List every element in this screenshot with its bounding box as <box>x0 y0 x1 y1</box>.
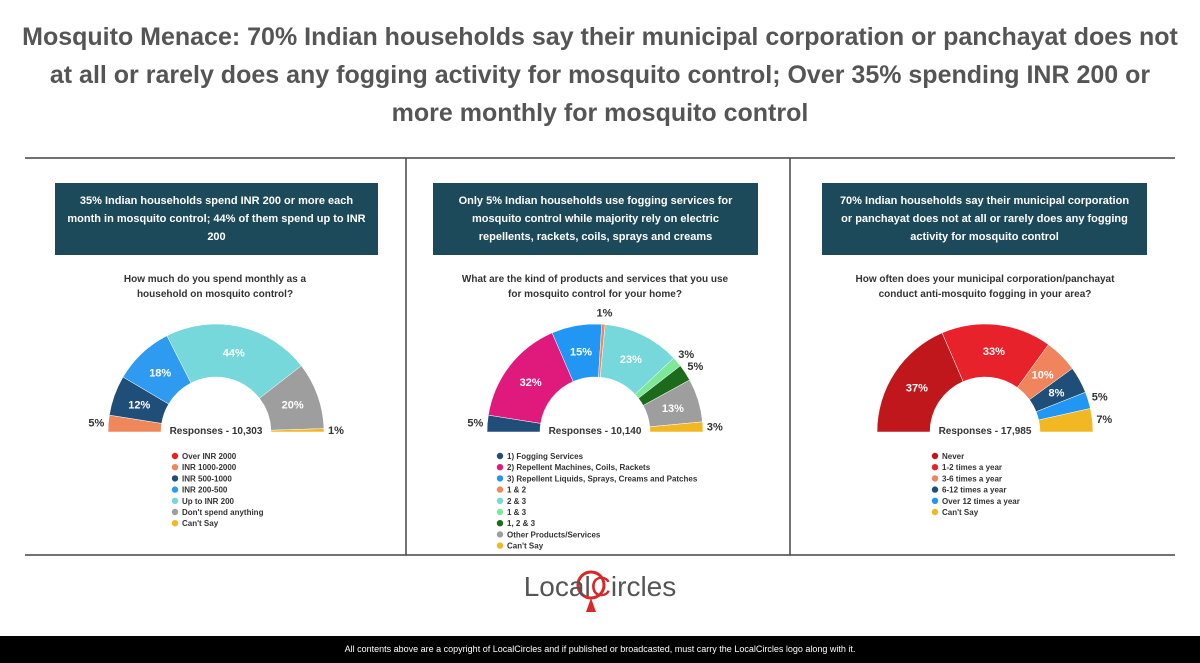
legend-swatch <box>171 497 179 504</box>
data-label: 15% <box>570 347 592 359</box>
legend-label: Other Products/Services <box>507 530 601 539</box>
legend-label: 1 & 3 <box>507 508 527 517</box>
data-label: 5% <box>687 361 703 373</box>
legend-swatch <box>496 520 504 527</box>
responses-label: Responses - 10,140 <box>549 426 642 437</box>
data-label: 7% <box>1096 414 1112 426</box>
responses-label: Responses - 10,303 <box>170 426 263 437</box>
data-label: 5% <box>1092 392 1108 404</box>
data-label: 10% <box>1032 369 1054 381</box>
responses-label: Responses - 17,985 <box>939 426 1032 437</box>
legend-swatch <box>931 452 939 460</box>
data-label: 44% <box>223 347 245 359</box>
data-label: 8% <box>1048 388 1064 400</box>
legend-swatch <box>496 486 504 493</box>
legend-swatch <box>171 475 179 482</box>
legend-swatch <box>496 464 504 471</box>
legend-swatch <box>171 520 179 527</box>
legend-swatch <box>931 497 939 504</box>
legend-label: 2 & 3 <box>507 497 527 506</box>
chart-question: How often does your municipal corporatio… <box>855 274 1115 300</box>
legend-swatch <box>496 508 504 516</box>
data-label: 32% <box>520 377 542 389</box>
logo-part: C <box>591 571 611 602</box>
legend-label: 1) Fogging Services <box>507 452 584 461</box>
panel-headline: Only 5% Indian households use fogging se… <box>433 183 758 255</box>
legend-swatch <box>931 475 939 482</box>
legend-swatch <box>496 542 504 549</box>
legend-label: INR 200-500 <box>182 486 228 495</box>
legend-label: Can't Say <box>942 508 979 517</box>
legend-label: Over INR 2000 <box>182 452 237 461</box>
logo-part: ircles <box>611 571 676 602</box>
logo-part: Local <box>524 571 591 602</box>
chart-question: What are the kind of products and servic… <box>461 274 729 300</box>
data-label: 3% <box>707 421 723 433</box>
legend-label: Don't spend anything <box>182 508 264 517</box>
legend-swatch <box>171 508 179 516</box>
legend-swatch <box>496 452 504 460</box>
page-title: Mosquito Menace: 70% Indian households s… <box>22 23 1178 127</box>
data-label: 1% <box>596 307 612 319</box>
legend-label: INR 500-1000 <box>182 474 232 483</box>
legend-label: 1 & 2 <box>507 486 527 495</box>
legend-swatch <box>171 452 179 460</box>
data-label: 1% <box>328 425 344 437</box>
legend-label: 6-12 times a year <box>942 486 1007 495</box>
legend-label: Up to INR 200 <box>182 497 235 506</box>
data-label: 5% <box>88 418 104 430</box>
data-label: 23% <box>620 354 642 366</box>
chart-question: How much do you spend monthly as a house… <box>123 274 307 300</box>
logo: LocalCircles <box>524 571 677 602</box>
pie-segment <box>649 421 704 433</box>
legend-label: 1, 2 & 3 <box>507 519 536 528</box>
data-label: 13% <box>662 403 684 415</box>
legend-swatch <box>496 531 504 538</box>
data-label: 33% <box>983 346 1005 358</box>
legend-label: Can't Say <box>507 542 544 551</box>
legend-label: Never <box>942 452 964 461</box>
legend-label: 3-6 times a year <box>942 474 1002 483</box>
legend-swatch <box>931 464 939 471</box>
panel-headline: 35% Indian households spend INR 200 or m… <box>55 183 378 255</box>
legend-label: 1-2 times a year <box>942 463 1002 472</box>
data-label: 37% <box>906 382 928 394</box>
data-label: 18% <box>149 368 171 380</box>
pie-segment <box>166 323 302 399</box>
legend-swatch <box>931 508 939 516</box>
legend-swatch <box>931 486 939 493</box>
legend-swatch <box>171 464 179 471</box>
pie-segment <box>270 428 325 433</box>
data-label: 20% <box>282 399 304 411</box>
legend-label: Can't Say <box>182 519 219 528</box>
data-label: 3% <box>678 349 694 361</box>
legend-label: Over 12 times a year <box>942 497 1020 506</box>
legend-swatch <box>171 486 179 493</box>
panel-headline: 70% Indian households say their municipa… <box>822 183 1147 255</box>
pie-segment <box>1038 408 1094 433</box>
legend-label: INR 1000-2000 <box>182 463 237 472</box>
legend-swatch <box>496 475 504 482</box>
data-label: 5% <box>467 418 483 430</box>
legend-label: 3) Repellent Liquids, Sprays, Creams and… <box>507 474 698 483</box>
legend-label: 2) Repellent Machines, Coils, Rackets <box>507 463 651 472</box>
charts: LocalCircles 5% 12% 18% 44% 20% 1% Responses -… <box>25 157 1175 612</box>
footer: All contents above are a copyright of Lo… <box>0 636 1200 663</box>
data-label: 12% <box>128 399 150 411</box>
logo-pin <box>586 598 596 612</box>
legend-swatch <box>496 497 504 504</box>
